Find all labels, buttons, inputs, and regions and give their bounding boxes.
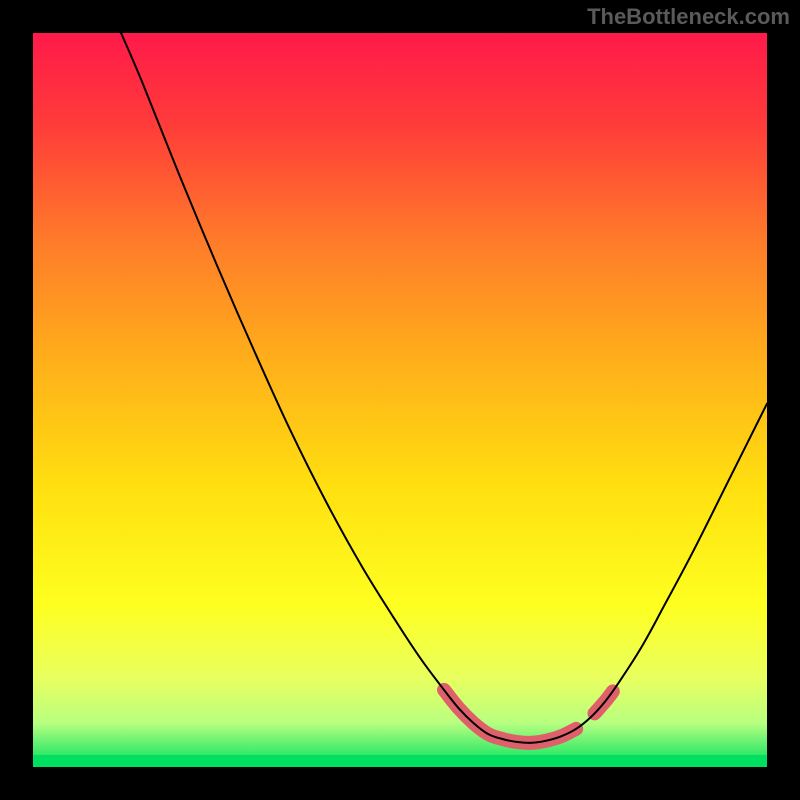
watermark-text: TheBottleneck.com bbox=[587, 4, 790, 30]
curve-highlight-segment bbox=[444, 690, 576, 743]
curve-overlay bbox=[33, 33, 767, 767]
bottleneck-curve bbox=[121, 33, 767, 743]
chart-plot-area bbox=[33, 33, 767, 767]
